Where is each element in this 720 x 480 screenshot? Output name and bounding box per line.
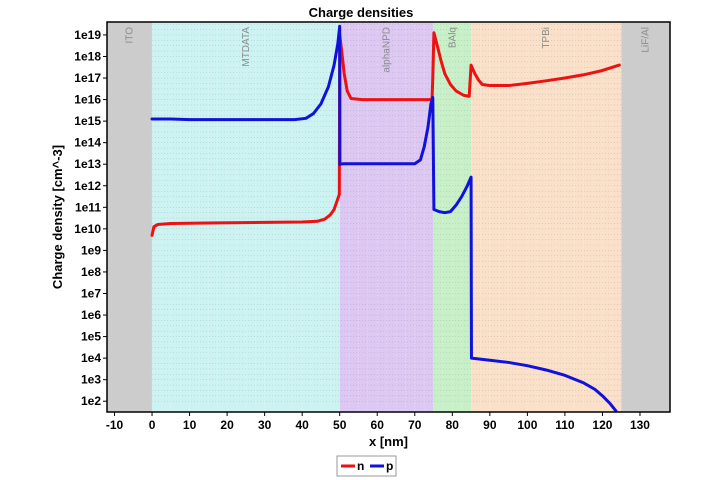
legend-box — [336, 455, 397, 477]
y-axis-title: Charge density [cm^-3] — [50, 145, 65, 289]
y-tick-label: 1e11 — [75, 200, 101, 214]
x-tick-label: 100 — [517, 418, 537, 432]
y-tick-label: 1e15 — [74, 114, 101, 128]
x-tick-label: 40 — [295, 418, 309, 432]
x-tick-label: -10 — [106, 418, 124, 432]
x-tick-label: 0 — [149, 418, 156, 432]
y-tick-label: 1e12 — [74, 179, 101, 193]
legend-label-n: n — [357, 459, 364, 473]
region-label-4: TPBi — [541, 27, 552, 49]
x-tick-label: 110 — [555, 418, 575, 432]
plot-frame — [106, 21, 671, 413]
x-axis-ticks: -10 0 10 20 30 40 50 60 70 80 90 100 110 120 130 — [106, 412, 650, 432]
x-tick-label: 10 — [183, 418, 197, 432]
x-tick-label: 30 — [258, 418, 272, 432]
x-tick-label: 50 — [333, 418, 347, 432]
region-label-5: LiF/Al — [641, 27, 652, 53]
y-tick-label: 1e9 — [81, 243, 101, 257]
x-tick-label: 60 — [371, 418, 385, 432]
y-tick-label: 1e2 — [81, 394, 101, 408]
x-tick-label: 90 — [483, 418, 497, 432]
region-label-2: alphaNPD — [382, 27, 393, 73]
x-tick-label: 70 — [408, 418, 422, 432]
y-tick-label: 1e4 — [81, 351, 101, 365]
x-tick-label: 130 — [630, 418, 650, 432]
region-label-0: ITO — [125, 27, 136, 44]
region-5 — [621, 22, 670, 412]
x-tick-label: 20 — [220, 418, 234, 432]
y-tick-label: 1e13 — [74, 157, 101, 171]
y-tick-label: 1e3 — [81, 373, 101, 387]
chart-title: Charge densities — [309, 5, 414, 20]
y-tick-label: 1e17 — [74, 71, 101, 85]
series-line-n — [150, 31, 621, 237]
y-tick-label: 1e5 — [81, 330, 101, 344]
x-axis-title: x [nm] — [369, 434, 408, 449]
region-label-3: BAlq — [447, 27, 458, 48]
y-axis-ticks: 1e2 1e3 1e4 1e5 1e6 1e7 1e8 1e9 1e10 1e11 1e12 1e13… — [74, 28, 107, 408]
series-line-p — [150, 24, 618, 413]
y-tick-label: 1e8 — [81, 265, 101, 279]
layer-labels: ITO MTDATA alphaNPD BAlq TPBi LiF/Al — [125, 27, 652, 73]
y-tick-label: 1e19 — [74, 28, 101, 42]
grid-lines — [151, 22, 622, 412]
y-tick-label: 1e6 — [81, 308, 101, 322]
y-tick-label: 1e14 — [74, 136, 101, 150]
y-tick-label: 1e16 — [74, 93, 101, 107]
data-series — [150, 24, 621, 413]
y-tick-label: 1e10 — [74, 222, 101, 236]
region-label-1: MTDATA — [241, 27, 252, 67]
region-0 — [107, 22, 153, 412]
y-tick-label: 1e7 — [81, 286, 101, 300]
x-tick-label: 120 — [592, 418, 612, 432]
layer-regions — [107, 22, 670, 412]
legend-label-p: p — [386, 459, 393, 473]
y-tick-label: 1e18 — [74, 49, 101, 63]
x-tick-label: 80 — [446, 418, 460, 432]
